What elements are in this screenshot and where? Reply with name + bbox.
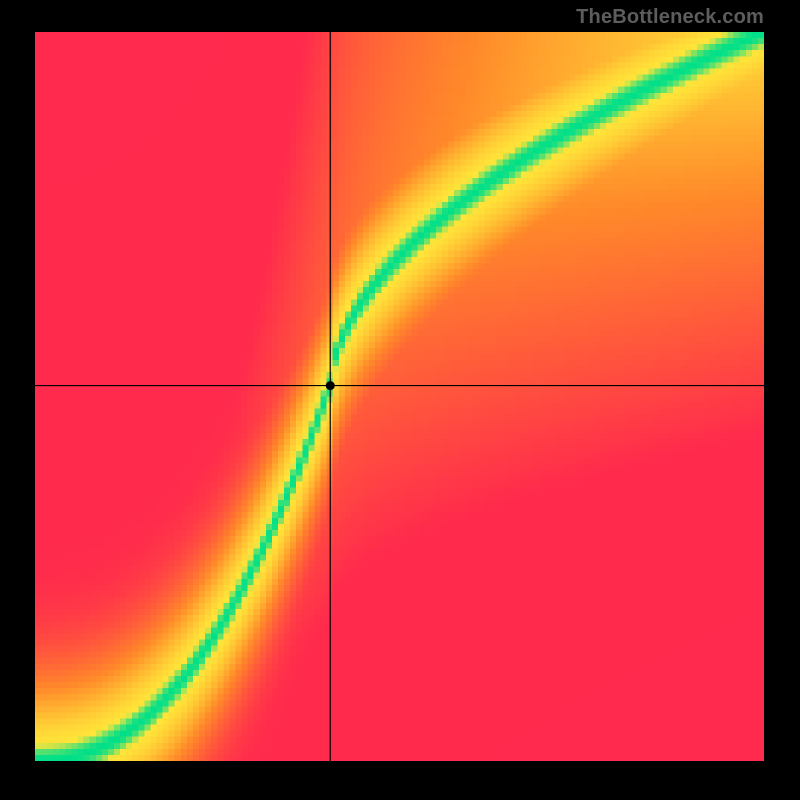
watermark-text: TheBottleneck.com: [576, 6, 764, 29]
chart-container: TheBottleneck.com: [0, 0, 800, 800]
heatmap-canvas: [35, 32, 764, 761]
